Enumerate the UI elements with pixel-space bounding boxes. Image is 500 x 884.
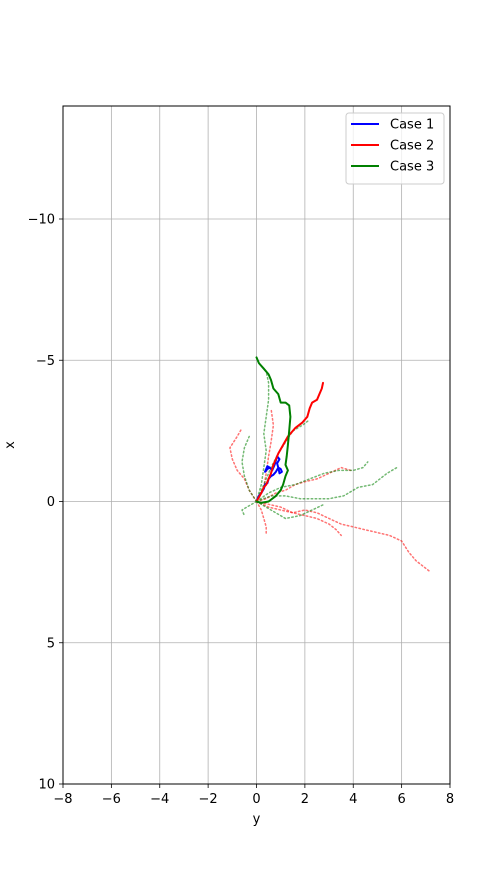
series-line-dotted: [241, 435, 258, 503]
series-line-case-2: [255, 381, 324, 503]
x-tick-label: 4: [349, 792, 357, 807]
x-tick-label: −6: [102, 792, 121, 807]
y-tick-label: −5: [36, 354, 55, 369]
series-layer: [229, 356, 432, 573]
series-line-dotted: [255, 500, 267, 537]
legend-label: Case 2: [390, 139, 434, 154]
legend-label: Case 1: [390, 118, 434, 133]
series-line-dotted: [241, 500, 258, 517]
series-line-dotted: [255, 500, 432, 573]
x-tick-label: 6: [397, 792, 405, 807]
series-line-dotted: [255, 500, 325, 520]
y-tick-label: 0: [47, 495, 55, 510]
legend-label: Case 3: [390, 160, 434, 175]
x-tick-label: −4: [150, 792, 169, 807]
x-axis-label: y: [253, 812, 261, 827]
series-line-dotted: [255, 500, 342, 537]
y-tick-label: 10: [38, 778, 55, 793]
series-line-dotted: [255, 466, 398, 503]
ticks: −8 −6 −4 −2 0 2 4 6 8 −10 −5 0 5 10: [28, 213, 455, 808]
series-line-case-3: [255, 356, 292, 504]
x-tick-label: −2: [199, 792, 218, 807]
x-tick-label: 2: [301, 792, 309, 807]
series-line-dotted: [255, 370, 270, 503]
y-tick-label: −10: [28, 213, 55, 228]
legend: Case 1 Case 2 Case 3: [345, 112, 445, 185]
y-axis-label: x: [3, 441, 18, 449]
x-tick-label: −8: [53, 792, 72, 807]
x-tick-label: 8: [446, 792, 454, 807]
x-tick-label: 0: [252, 792, 260, 807]
series-line-dotted: [255, 461, 369, 503]
y-tick-label: 5: [47, 636, 55, 651]
